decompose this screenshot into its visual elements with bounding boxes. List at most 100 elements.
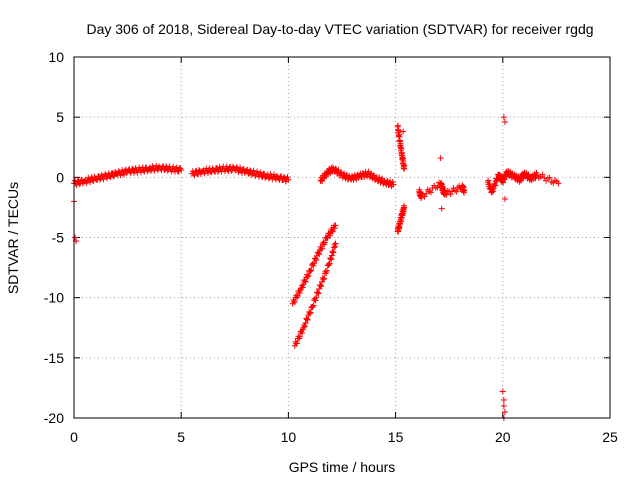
x-tick-label: 20	[495, 429, 511, 445]
data-point-storm-track-b	[323, 267, 330, 274]
data-point-storm-track-b	[302, 320, 309, 327]
y-tick-label: 0	[56, 169, 64, 185]
data-point-storm-track-a	[321, 239, 328, 246]
data-point-storm-track-b	[301, 323, 308, 330]
data-point-storm-track-a	[304, 273, 311, 280]
data-point-storm-track-b	[332, 240, 339, 247]
data-point-storm-track-b	[312, 297, 319, 304]
data-point-outlier	[501, 118, 508, 125]
x-tick-label: 15	[388, 429, 404, 445]
data-point-storm-track-b	[314, 289, 321, 296]
data-point-storm-track-a	[329, 228, 336, 235]
x-tick-label: 5	[177, 429, 185, 445]
y-tick-label: -20	[44, 410, 64, 426]
data-point-spike-up	[401, 165, 408, 172]
x-tick-label: 10	[281, 429, 297, 445]
data-point-evening-arc	[332, 165, 339, 172]
data-point-storm-track-b	[330, 244, 337, 251]
data-point-late-cluster-1	[427, 189, 434, 196]
data-point-morning-drift	[107, 174, 114, 181]
data-point-storm-track-a	[316, 251, 323, 258]
data-points	[71, 114, 562, 421]
data-point-evening-arc	[389, 178, 396, 185]
data-point-outlier	[501, 408, 508, 415]
data-point-storm-track-b	[293, 340, 300, 347]
data-point-midday-drift	[223, 163, 230, 170]
data-point-outlier	[501, 195, 508, 202]
data-point-late-cluster-2	[555, 180, 562, 187]
data-point-late-cluster-2	[491, 181, 498, 188]
data-point-storm-track-b	[300, 324, 307, 331]
data-point-storm-track-b	[313, 294, 320, 301]
data-point-storm-track-b	[317, 282, 324, 289]
data-point-late-cluster-2	[534, 171, 541, 178]
x-tick-label: 0	[70, 429, 78, 445]
data-point-midday-drift	[284, 174, 291, 181]
data-point-morning-drift	[173, 164, 180, 171]
data-point-storm-track-b	[325, 262, 332, 269]
data-point-late-cluster-2	[490, 188, 497, 195]
data-point-storm-track-b	[321, 275, 328, 282]
chart-title: Day 306 of 2018, Sidereal Day-to-day VTE…	[86, 21, 593, 37]
x-axis-label: GPS time / hours	[289, 459, 396, 475]
data-point-storm-track-a	[308, 267, 315, 274]
y-tick-label: -15	[44, 350, 64, 366]
data-point-storm-track-a	[318, 245, 325, 252]
data-point-storm-track-b	[309, 303, 316, 310]
data-point-midday-drift	[285, 176, 292, 183]
data-point-storm-track-b	[315, 290, 322, 297]
data-point-storm-track-a	[310, 262, 317, 269]
data-point-late-cluster-2	[492, 182, 499, 189]
data-point-storm-track-a	[332, 222, 339, 229]
data-point-storm-track-b	[320, 276, 327, 283]
data-point-late-cluster-1	[451, 187, 458, 194]
data-point-storm-track-a	[294, 293, 301, 300]
data-point-late-cluster-2	[546, 174, 553, 181]
data-point-late-cluster-1	[423, 190, 430, 197]
y-tick-label: 5	[56, 109, 64, 125]
data-point-storm-track-b	[316, 282, 323, 289]
data-point-storm-track-a	[326, 232, 333, 239]
data-point-storm-track-b	[298, 330, 305, 337]
data-point-morning-drift	[96, 176, 103, 183]
data-point-evening-arc	[370, 172, 377, 179]
y-tick-label: -5	[52, 230, 65, 246]
data-point-midday-drift	[205, 170, 211, 177]
data-point-late-cluster-1	[461, 187, 468, 194]
data-point-storm-track-a	[296, 289, 303, 296]
data-point-storm-track-b	[319, 274, 326, 281]
data-point-storm-track-b	[326, 260, 333, 267]
data-point-storm-track-b	[328, 256, 335, 263]
data-point-outlier	[499, 388, 506, 395]
data-point-storm-track-a	[331, 225, 338, 232]
y-tick-label: 10	[48, 49, 64, 65]
data-point-late-cluster-2	[539, 171, 546, 178]
data-point-morning-drift	[178, 167, 185, 174]
data-point-storm-track-b	[307, 309, 314, 316]
data-point-storm-track-b	[332, 243, 339, 250]
data-point-storm-track-b	[306, 310, 313, 317]
plot-frame	[73, 56, 611, 419]
data-point-outlier	[437, 155, 444, 162]
data-point-morning-drift	[110, 173, 117, 180]
data-point-midday-drift	[191, 172, 198, 179]
data-point-morning-drift	[153, 162, 160, 169]
data-point-storm-track-a	[315, 250, 322, 257]
data-point-morning-drift	[73, 181, 80, 188]
data-point-midday-drift	[250, 167, 257, 174]
data-point-storm-track-a	[301, 278, 308, 285]
data-point-late-cluster-1	[444, 187, 451, 194]
data-point-storm-track-a	[299, 284, 306, 291]
data-point-storm-track-a	[307, 267, 314, 274]
data-point-evening-arc	[390, 181, 397, 188]
data-point-storm-track-a	[302, 278, 309, 285]
data-point-storm-track-a	[328, 227, 335, 234]
data-point-outlier	[400, 128, 407, 135]
data-point-storm-track-b	[329, 248, 336, 255]
data-point-storm-track-b	[304, 316, 311, 323]
data-point-late-cluster-1	[441, 191, 448, 198]
data-point-storm-track-a	[291, 299, 298, 306]
data-point-late-cluster-1	[447, 191, 454, 198]
data-point-storm-track-b	[330, 249, 337, 256]
